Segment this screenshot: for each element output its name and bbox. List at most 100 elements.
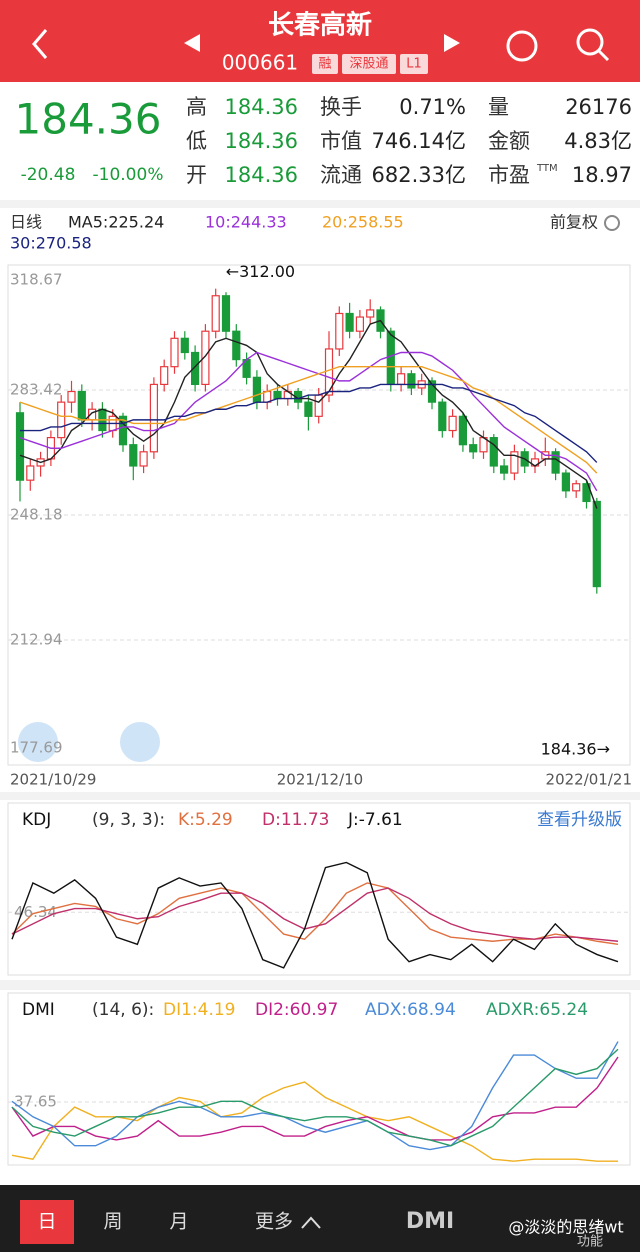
dmi-legend: ADXR:65.24 <box>486 1000 588 1020</box>
date-label: 2021/10/29 <box>10 771 96 789</box>
candle-body <box>489 437 498 467</box>
ma-legend: 10:244.33 <box>205 213 287 232</box>
candle-body <box>551 451 560 474</box>
ma-line <box>19 365 598 474</box>
tab[interactable]: 日 <box>37 1211 56 1233</box>
search-icon[interactable] <box>576 28 604 56</box>
candle-body <box>252 376 261 403</box>
indicator-tab[interactable]: DMI <box>406 1209 454 1234</box>
divider <box>0 200 640 208</box>
field-label: 市盈 <box>488 163 530 187</box>
field-value: 184.36 <box>225 95 298 119</box>
kdj-legend: D:11.73 <box>262 810 330 830</box>
y-tick-label: 248.18 <box>10 506 63 524</box>
date-label: 2021/12/10 <box>277 771 363 789</box>
indicator-line <box>11 1081 618 1162</box>
adjust[interactable]: 前复权 <box>550 213 598 232</box>
field-value: 4.83亿 <box>564 129 632 153</box>
y-tick-label: 283.42 <box>10 381 63 399</box>
field-label: 量 <box>488 95 509 119</box>
dmi-legend: ADX:68.94 <box>365 1000 456 1020</box>
zoom-button[interactable] <box>120 722 160 762</box>
candle-body <box>427 380 437 403</box>
field-label: 金额 <box>488 129 530 153</box>
change-pct: -10.00% <box>93 165 164 185</box>
field-value: 184.36 <box>225 163 298 187</box>
indicator-line <box>11 1048 619 1147</box>
dmi-params: (14, 6): <box>92 1000 154 1020</box>
candle-body <box>191 351 200 386</box>
search-icon <box>597 49 610 62</box>
y-tick-label: 212.94 <box>10 630 63 648</box>
divider <box>0 792 640 800</box>
next-stock[interactable] <box>444 34 460 52</box>
annotation: 184.36→ <box>541 740 610 759</box>
y-tick-label: 318.67 <box>10 271 63 289</box>
candle-body <box>500 465 509 474</box>
candle-body <box>15 412 25 481</box>
candle-body <box>386 330 395 386</box>
divider <box>0 980 640 990</box>
kdj-name[interactable]: KDJ <box>22 810 51 830</box>
settings-icon[interactable] <box>604 215 620 231</box>
field-value: 26176 <box>565 95 632 119</box>
annotation: ←312.00 <box>226 262 295 281</box>
tag: L1 <box>406 57 422 72</box>
field-value: 184.36 <box>225 129 298 153</box>
candle-body <box>397 373 406 386</box>
candle-body <box>572 483 581 492</box>
back-button[interactable] <box>32 29 48 59</box>
candle-body <box>355 316 364 332</box>
candle-body <box>170 337 179 368</box>
candle-body <box>510 451 519 474</box>
candle-body <box>211 295 220 332</box>
kdj-params: (9, 3, 3): <box>92 810 165 830</box>
candle-body <box>582 483 591 503</box>
price: 184.36 <box>15 95 162 144</box>
candle-body <box>458 415 467 446</box>
y-tick-label: 46.34 <box>14 903 57 921</box>
tag: 深股通 <box>349 57 388 72</box>
field-label: 开 <box>186 163 207 187</box>
dmi-frame <box>7 992 631 1166</box>
candle-body <box>201 330 210 386</box>
dmi-legend: DI1:4.19 <box>163 1000 236 1020</box>
candle-body <box>139 451 148 467</box>
nav-button[interactable] <box>18 722 58 762</box>
dmi-name[interactable]: DMI <box>22 1000 55 1020</box>
date-label: 2022/01/21 <box>546 771 632 789</box>
tab-active[interactable] <box>20 1200 74 1244</box>
menu[interactable]: 功能 <box>577 1235 603 1250</box>
candle-body <box>221 295 231 332</box>
candle-body <box>469 444 478 453</box>
tag-bg <box>312 54 338 74</box>
candle-body <box>67 390 76 403</box>
field-value: 746.14亿 <box>372 129 466 153</box>
upgrade-link[interactable]: 查看升级版 <box>537 810 622 830</box>
ma-legend: 30:270.58 <box>10 234 92 253</box>
field-value: 682.33亿 <box>372 163 466 187</box>
field-value: 18.97 <box>572 163 632 187</box>
field-label: 流通 <box>320 163 362 187</box>
candle-body <box>129 444 138 467</box>
period: 日线 <box>10 213 42 232</box>
candle-body <box>592 500 601 588</box>
y-tick-label: 37.65 <box>14 1093 57 1111</box>
tab[interactable]: 月 <box>169 1211 188 1233</box>
candle-body <box>263 390 272 403</box>
tab[interactable]: 周 <box>103 1211 122 1233</box>
indicator-line <box>11 861 619 969</box>
kdj-legend: K:5.29 <box>178 810 233 830</box>
candle-body <box>232 330 241 361</box>
bottom-nav <box>0 1185 640 1252</box>
candle-body <box>304 401 313 417</box>
field-label: 低 <box>186 129 207 153</box>
tab[interactable]: 更多 <box>255 1211 293 1233</box>
ma-line <box>19 351 598 492</box>
robot-icon[interactable] <box>506 30 538 62</box>
ttm: TTM <box>536 163 558 174</box>
candle-body <box>335 312 344 350</box>
prev-stock[interactable] <box>184 34 200 52</box>
stock-code: 000661 <box>222 51 298 75</box>
